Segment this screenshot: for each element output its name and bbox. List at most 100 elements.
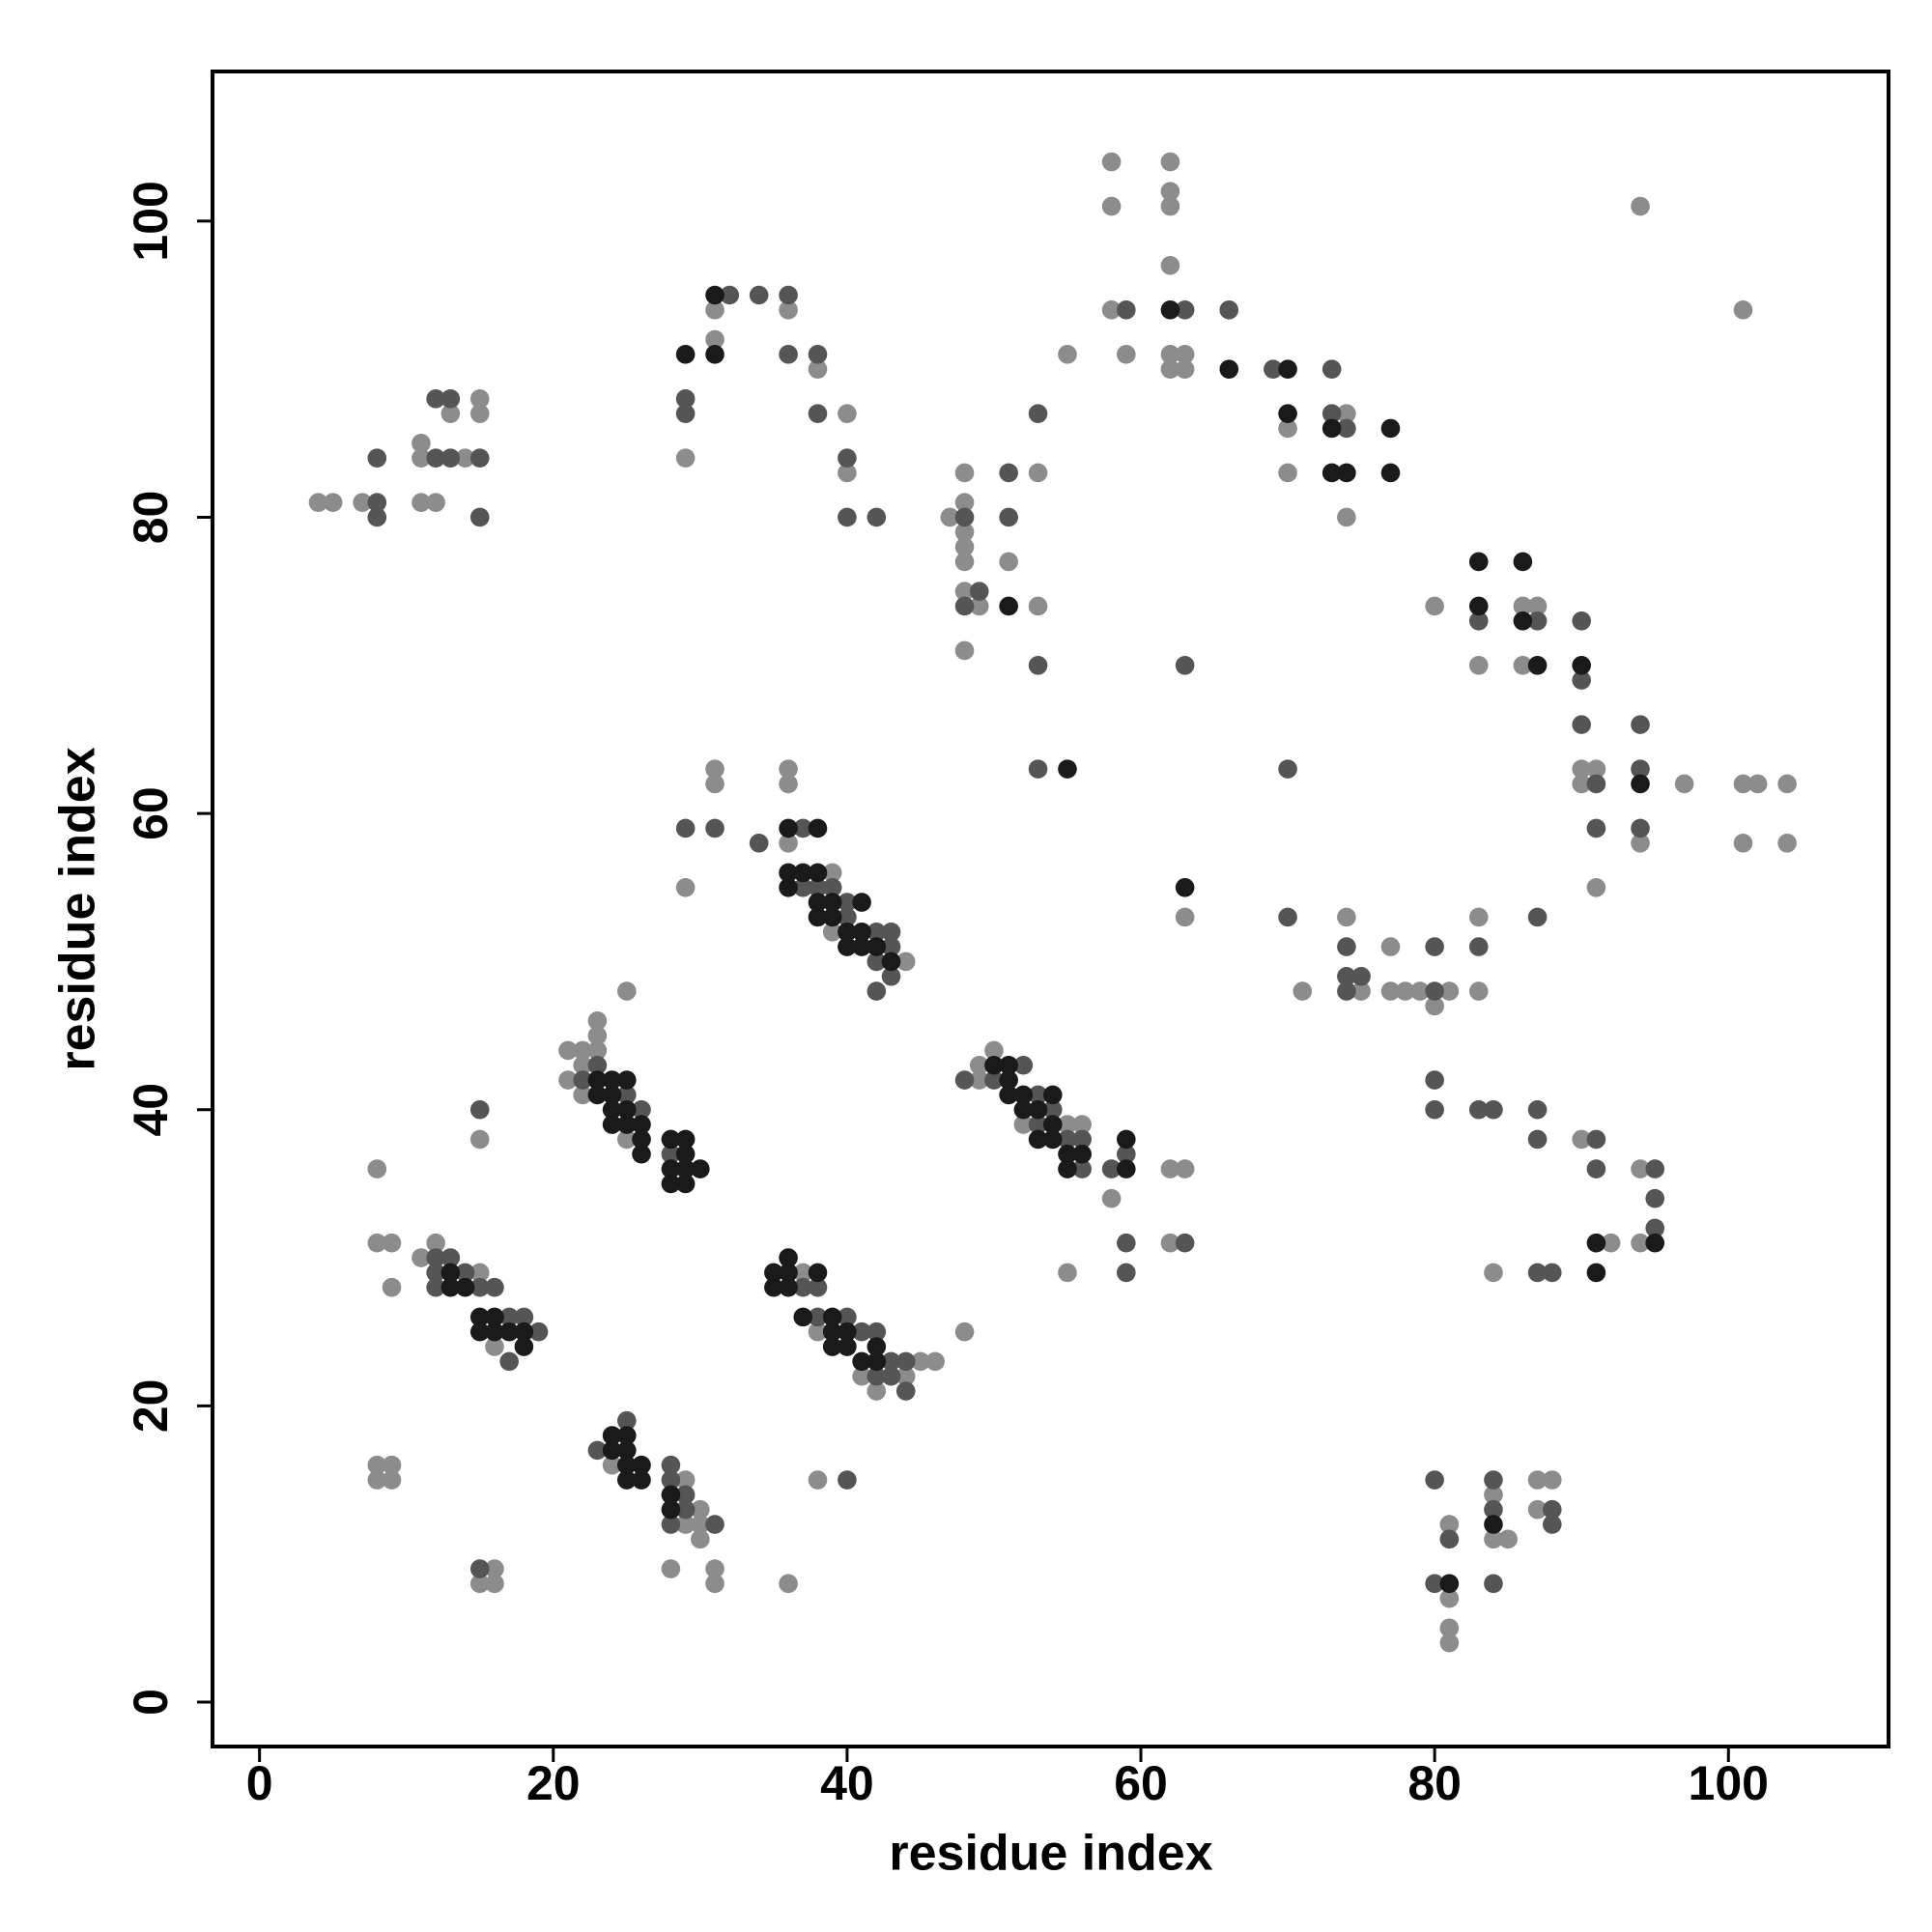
point	[1219, 359, 1239, 379]
point	[499, 1307, 519, 1327]
point	[1058, 1129, 1077, 1150]
point	[867, 1381, 887, 1401]
point	[1439, 1588, 1460, 1608]
point	[440, 448, 461, 468]
point	[1264, 359, 1283, 379]
point	[705, 1559, 724, 1578]
point	[1337, 966, 1356, 986]
x-tick-label: 0	[246, 1756, 273, 1810]
point	[617, 1426, 637, 1445]
point	[617, 1410, 637, 1431]
point	[617, 1115, 637, 1134]
point	[1058, 1144, 1077, 1164]
point	[705, 329, 724, 350]
point	[779, 285, 798, 305]
point	[675, 818, 696, 838]
point	[940, 507, 960, 527]
point	[1425, 1099, 1444, 1120]
point	[1468, 1099, 1489, 1120]
point	[1160, 359, 1180, 379]
point	[1117, 1129, 1136, 1150]
point	[661, 1499, 681, 1520]
point	[587, 1085, 608, 1105]
x-tick-label: 100	[1689, 1756, 1769, 1810]
point	[675, 1499, 696, 1520]
point	[1527, 1129, 1548, 1150]
point	[675, 389, 696, 409]
point	[573, 1070, 592, 1090]
point	[779, 759, 798, 779]
point	[984, 1055, 1004, 1075]
point	[852, 1351, 871, 1372]
point	[661, 1515, 681, 1534]
point	[1380, 463, 1401, 483]
point	[1513, 655, 1533, 675]
point	[587, 1055, 608, 1075]
point	[822, 922, 842, 942]
point	[1542, 1470, 1562, 1490]
point	[1733, 300, 1753, 320]
point	[867, 1337, 887, 1356]
point	[367, 1455, 387, 1475]
point	[1586, 1263, 1606, 1283]
point	[440, 1277, 461, 1297]
point	[838, 1307, 857, 1327]
point	[632, 1129, 651, 1150]
point	[1175, 359, 1195, 379]
point	[911, 1351, 930, 1372]
point	[691, 1499, 710, 1520]
point	[661, 1470, 681, 1490]
point	[1072, 1159, 1092, 1179]
point	[675, 1515, 696, 1534]
point	[1439, 981, 1460, 1001]
point	[1013, 1099, 1034, 1120]
point	[499, 1321, 519, 1342]
point	[367, 1233, 387, 1253]
point	[1278, 404, 1297, 423]
plot-frame	[211, 70, 1890, 1748]
point	[661, 1174, 681, 1194]
point	[779, 1248, 798, 1267]
point	[999, 463, 1018, 483]
point	[1484, 1529, 1503, 1549]
point	[1013, 1115, 1034, 1134]
point	[1028, 1129, 1048, 1150]
point	[1028, 463, 1048, 483]
point	[895, 1366, 916, 1386]
point	[779, 300, 798, 320]
point	[1572, 715, 1591, 734]
point	[1160, 1159, 1180, 1179]
point	[1468, 655, 1489, 675]
point	[779, 818, 798, 838]
point	[691, 1159, 710, 1179]
point	[969, 1055, 989, 1075]
point	[1645, 1188, 1665, 1208]
point	[1160, 196, 1180, 216]
point	[954, 523, 975, 542]
point	[925, 1351, 945, 1372]
x-tick-label: 20	[526, 1756, 581, 1810]
point	[426, 1277, 445, 1297]
point	[1380, 981, 1401, 1001]
point	[455, 1263, 475, 1283]
point	[1321, 359, 1342, 379]
point	[779, 1277, 798, 1297]
point	[617, 1070, 637, 1090]
point	[838, 507, 857, 527]
point	[426, 389, 445, 409]
point	[469, 1099, 490, 1120]
point	[1410, 981, 1430, 1001]
point	[1321, 404, 1342, 423]
point	[469, 1263, 490, 1283]
point	[587, 1026, 608, 1045]
point	[852, 1366, 871, 1386]
point	[1101, 1159, 1122, 1179]
point	[867, 1366, 887, 1386]
point	[1101, 1188, 1122, 1208]
point	[1631, 1159, 1650, 1179]
point	[485, 1559, 504, 1578]
point	[1117, 345, 1136, 364]
point	[1337, 937, 1356, 956]
point	[969, 582, 989, 601]
